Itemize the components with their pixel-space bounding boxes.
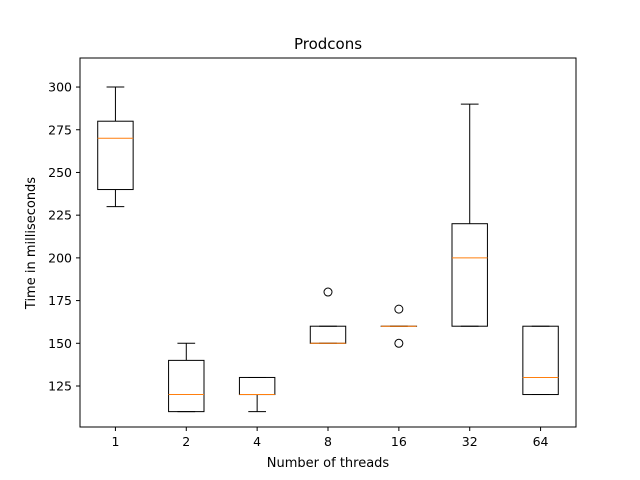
- x-tick-label-8: 8: [324, 434, 332, 449]
- x-axis-label: Number of threads: [267, 456, 390, 471]
- y-tick-label-175: 175: [48, 293, 72, 308]
- y-tick-label-250: 250: [48, 165, 72, 180]
- box-32: [451, 223, 488, 327]
- y-axis-label: Time in milliseconds: [24, 177, 39, 310]
- x-tick-label-16: 16: [391, 434, 407, 449]
- x-tick-label-1: 1: [111, 434, 119, 449]
- x-tick-label-4: 4: [253, 434, 261, 449]
- box-1: [97, 120, 134, 191]
- box-4: [238, 376, 276, 396]
- plot-frame: [79, 57, 577, 428]
- box-64: [522, 325, 559, 396]
- outlier-8-0: [323, 287, 333, 297]
- y-tick-label-200: 200: [48, 250, 72, 265]
- plot-area: 1 2 4 8 16 32 64 125 150 175 200 225 250 275 300: [48, 57, 577, 449]
- y-tick-label-300: 300: [48, 80, 72, 95]
- y-tick-label-150: 150: [48, 336, 72, 351]
- y-tick-label-275: 275: [48, 122, 72, 137]
- y-tick-label-125: 125: [48, 379, 72, 394]
- chart-title: Prodcons: [294, 35, 362, 53]
- outlier-16-0: [394, 304, 404, 314]
- y-tick-label-225: 225: [48, 208, 72, 223]
- box-2: [168, 359, 205, 413]
- x-tick-label-2: 2: [182, 434, 190, 449]
- x-tick-label-32: 32: [462, 434, 478, 449]
- box-8: [309, 325, 347, 344]
- x-tick-label-64: 64: [533, 434, 549, 449]
- outlier-16-1: [394, 338, 404, 348]
